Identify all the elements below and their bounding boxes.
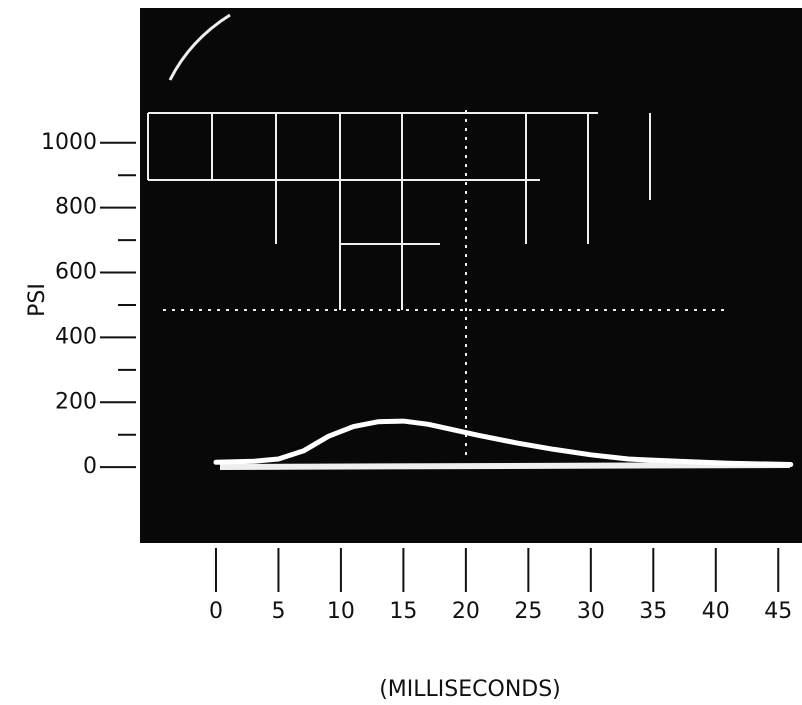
y-tick-label: 0 [83, 454, 97, 479]
scope-screen [140, 8, 802, 543]
x-tick-label: 25 [514, 599, 542, 624]
x-tick-label: 45 [764, 599, 792, 624]
x-tick-label: 5 [271, 599, 285, 624]
x-tick-label: 40 [702, 599, 730, 624]
y-tick-label: 600 [55, 260, 97, 285]
x-tick-label: 30 [577, 599, 605, 624]
x-tick-label: 20 [452, 599, 480, 624]
y-tick-label: 400 [55, 324, 97, 349]
y-tick-label: 1000 [41, 130, 97, 155]
trace [213, 418, 794, 468]
y-axis-label: PSI [25, 283, 50, 317]
x-tick-label: 0 [209, 599, 223, 624]
y-tick-label: 200 [55, 389, 97, 414]
y-tick-label: 800 [55, 195, 97, 220]
x-axis-label: (MILLISECONDS) [379, 677, 561, 702]
x-tick-label: 35 [639, 599, 667, 624]
graticule [147, 13, 791, 470]
x-tick-label: 10 [327, 599, 355, 624]
x-tick-label: 15 [389, 599, 417, 624]
